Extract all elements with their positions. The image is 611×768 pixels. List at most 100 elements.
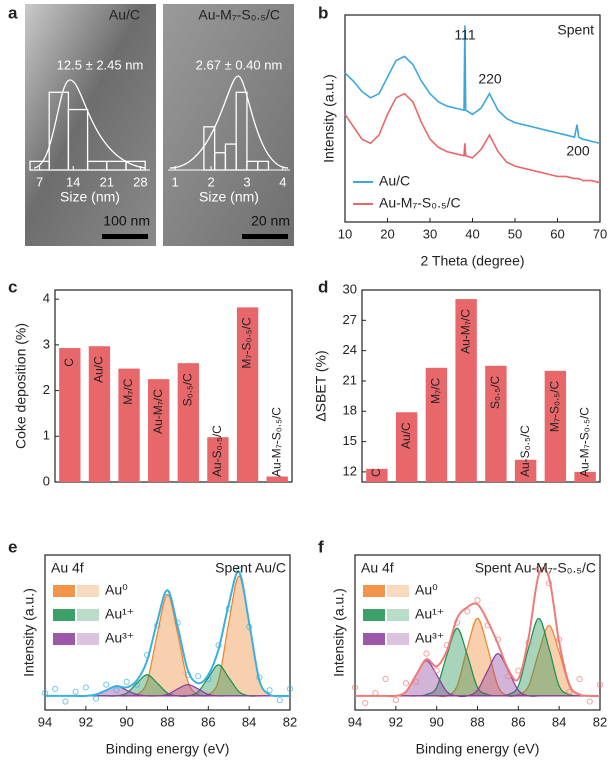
x-tick-label: 90 bbox=[429, 714, 443, 729]
x-tick-label: 82 bbox=[283, 714, 297, 729]
bar bbox=[59, 348, 81, 482]
y-tick-label: 1 bbox=[43, 428, 50, 443]
x-tick-label: 84 bbox=[242, 714, 256, 729]
fit-curve bbox=[169, 75, 289, 169]
bar bbox=[177, 363, 199, 482]
scale-bar bbox=[242, 234, 288, 239]
y-tick-label: 15 bbox=[343, 433, 357, 448]
bar-label: Au-M₇/C bbox=[458, 309, 472, 354]
bar-label: S₀.₅/C bbox=[180, 373, 194, 406]
x-tick-label: 94 bbox=[348, 714, 362, 729]
y-tick-label: 2 bbox=[43, 382, 50, 397]
x-tick-label: 7 bbox=[36, 174, 43, 189]
histogram-bar bbox=[257, 160, 270, 171]
bar-label: M₇-S₀.₅/C bbox=[548, 381, 562, 433]
bar bbox=[395, 412, 418, 482]
x-axis-label: 2 Theta (degree) bbox=[420, 253, 524, 269]
y-axis-label: ΔSBET (%) bbox=[313, 350, 329, 421]
raw-point bbox=[52, 685, 59, 692]
annotation: Spent bbox=[557, 22, 594, 38]
x-tick-label: 28 bbox=[133, 174, 147, 189]
x-tick-label: 92 bbox=[79, 714, 93, 729]
legend-label: Au³⁺ bbox=[105, 630, 134, 646]
bar-label: Au-M₇-S₀.₅/C bbox=[269, 407, 283, 477]
image-title: Au/C bbox=[109, 7, 140, 23]
tem-image bbox=[163, 4, 294, 246]
legend-swatch bbox=[53, 609, 75, 621]
plot-frame bbox=[54, 289, 293, 483]
legend-swatch bbox=[53, 585, 75, 597]
histogram-bar bbox=[67, 108, 89, 171]
x-tick-label: 14 bbox=[66, 174, 80, 189]
tem-image bbox=[25, 4, 156, 246]
x-tick-label: 4 bbox=[279, 174, 286, 189]
bar-label: S₀.₅/C bbox=[488, 375, 502, 408]
bar-label: M₇/C bbox=[121, 378, 135, 404]
x-tick-label: 60 bbox=[550, 226, 564, 241]
legend-swatch bbox=[363, 585, 385, 597]
plot-frame bbox=[344, 14, 601, 223]
xrd-line bbox=[344, 92, 601, 184]
legend-label: Au⁰ bbox=[415, 582, 438, 598]
panel-letter: b bbox=[318, 3, 328, 22]
raw-point bbox=[392, 697, 399, 704]
x-tick-label: 92 bbox=[389, 714, 403, 729]
scale-bar-label: 100 nm bbox=[103, 213, 150, 229]
x-tick-label: 70 bbox=[593, 226, 607, 241]
y-tick-label: 27 bbox=[343, 312, 357, 327]
raw-point bbox=[276, 697, 283, 704]
y-tick-label: 24 bbox=[343, 342, 357, 357]
raw-point bbox=[382, 675, 389, 683]
bar-label: C bbox=[62, 358, 76, 367]
bar-label: Au-M₇-S₀.₅/C bbox=[577, 407, 591, 477]
raw-point bbox=[464, 608, 471, 615]
spectrum-title: Au 4f bbox=[361, 560, 394, 576]
peak-label: 111 bbox=[454, 27, 475, 43]
histogram-bar bbox=[125, 160, 146, 171]
bar-label: Au-S₀.₅/C bbox=[210, 425, 224, 477]
bar bbox=[266, 476, 288, 482]
histogram-bar bbox=[235, 91, 248, 171]
legend-label: Au³⁺ bbox=[415, 630, 444, 646]
peak-label: 200 bbox=[566, 143, 590, 159]
raw-point bbox=[62, 698, 69, 705]
bar-label: Au-S₀.₅/C bbox=[518, 425, 532, 477]
fit-envelope bbox=[45, 570, 291, 698]
bar-label: Au/C bbox=[92, 356, 106, 383]
x-tick-label: 50 bbox=[508, 226, 522, 241]
fit-envelope bbox=[355, 567, 601, 698]
legend-swatch bbox=[77, 609, 99, 621]
y-tick-label: 30 bbox=[343, 281, 357, 296]
scale-bar-label: 20 nm bbox=[251, 213, 290, 229]
bar bbox=[236, 307, 259, 482]
fit-curve bbox=[33, 79, 146, 169]
legend-label: Au¹⁺ bbox=[415, 606, 444, 622]
raw-point bbox=[413, 678, 420, 685]
panel-letter: a bbox=[8, 3, 18, 22]
legend-swatch bbox=[77, 585, 99, 597]
bar-label: C bbox=[369, 468, 383, 477]
legend-label: Au⁰ bbox=[105, 582, 128, 598]
plot-frame bbox=[361, 289, 601, 483]
legend-label: Au-M₇-S₀.₅/C bbox=[379, 195, 461, 211]
raw-point bbox=[576, 675, 583, 683]
y-axis-label: Intensity (a.u.) bbox=[321, 74, 337, 163]
raw-point bbox=[505, 673, 512, 680]
x-axis-label: Binding energy (eV) bbox=[416, 741, 540, 757]
scale-bar bbox=[102, 234, 148, 239]
y-tick-label: 21 bbox=[343, 372, 357, 387]
x-tick-label: 30 bbox=[423, 226, 437, 241]
raw-point bbox=[123, 678, 130, 685]
legend-swatch bbox=[387, 585, 409, 597]
x-axis-label: Binding energy (eV) bbox=[106, 741, 230, 757]
x-tick-label: 20 bbox=[380, 226, 394, 241]
annotation: Spent Au-M₇-S₀.₅/C bbox=[475, 560, 596, 576]
y-tick-label: 0 bbox=[43, 473, 50, 488]
bar-label: M₇/C bbox=[429, 377, 443, 403]
x-tick-label: 2 bbox=[207, 174, 214, 189]
raw-point bbox=[72, 688, 79, 695]
x-tick-label: 3 bbox=[243, 174, 250, 189]
legend-swatch bbox=[53, 633, 75, 645]
raw-point bbox=[586, 698, 593, 705]
